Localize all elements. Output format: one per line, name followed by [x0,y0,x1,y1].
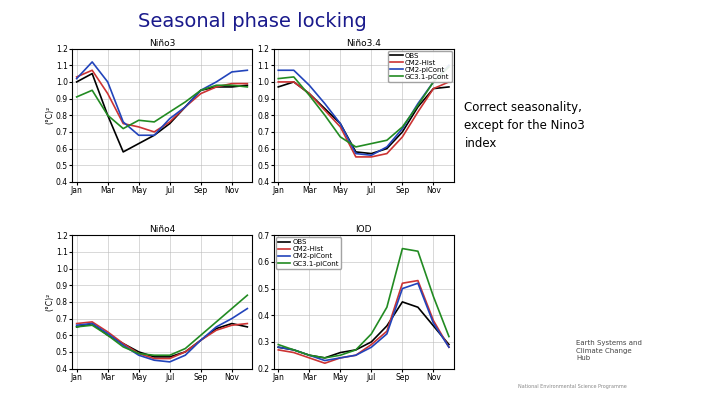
Legend: OBS, CM2-Hist, CM2-piCont, GC3.1-pCont: OBS, CM2-Hist, CM2-piCont, GC3.1-pCont [388,51,451,82]
Title: IOD: IOD [356,226,372,234]
Title: Niño3.4: Niño3.4 [346,39,381,48]
Y-axis label: (°C)²: (°C)² [45,106,54,124]
Title: Niño3: Niño3 [149,39,175,48]
Text: Seasonal phase locking: Seasonal phase locking [138,12,366,31]
Legend: OBS, CM2-Hist, CM2-piCont, GC3.1-piCont: OBS, CM2-Hist, CM2-piCont, GC3.1-piCont [276,237,341,269]
Text: Correct seasonality,
except for the Nino3
index: Correct seasonality, except for the Nino… [464,101,585,150]
Text: National Environmental Science Programme: National Environmental Science Programme [518,384,627,389]
Title: Niño4: Niño4 [149,226,175,234]
Y-axis label: (°C)²: (°C)² [45,293,54,311]
Text: Earth Systems and
Climate Change
Hub: Earth Systems and Climate Change Hub [576,340,642,361]
